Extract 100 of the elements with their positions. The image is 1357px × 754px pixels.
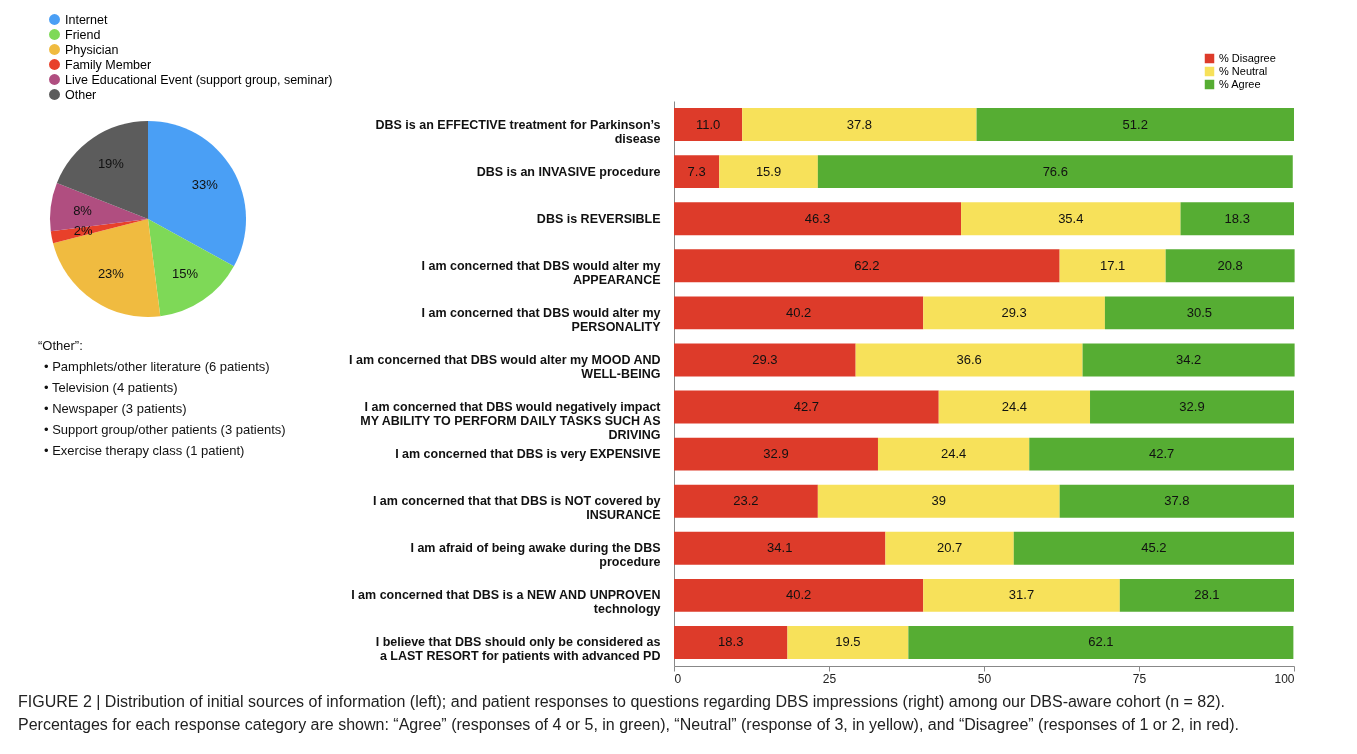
bar [674,343,856,377]
data-label: 15% [172,265,199,281]
bar [674,249,1060,283]
text: • Exercise therapy class (1 patient) [44,443,246,458]
bar [1104,296,1294,330]
y-tick-label: I am concerned that DBS would negatively impact MY ABILITY TO PERFORM DAILY TASKS SUCH AS DRIVING [360,400,662,443]
data-label: 62.2 [854,257,880,273]
data-label: 34.2 [1175,351,1202,367]
data-label: 24.4 [940,446,967,462]
bar [674,296,924,330]
x-tick-label: 50 [977,671,992,686]
data-label: 45.2 [1141,540,1167,556]
bar [674,390,939,424]
data-label: 35.4 [1058,210,1084,226]
bar [674,108,743,142]
bar [674,578,924,612]
legend-label: % Neutral [1219,64,1268,77]
bar [674,531,886,565]
data-label: 62.1 [1088,634,1114,650]
data-label: 37.8 [846,116,873,132]
y-tick-label: DBS is an EFFECTIVE treatment for Parkinson’s disease [375,117,661,146]
data-label: 8% [73,202,93,218]
data-label: 28.1 [1194,587,1220,603]
bar [1165,249,1295,283]
data-label: 40.2 [785,304,812,320]
bar [938,390,1091,424]
data-label: 32.9 [1179,399,1205,415]
data-label: 11.0 [695,116,721,132]
x-tick-label: 75 [1132,671,1147,686]
bar [1059,484,1294,518]
data-label: 40.2 [785,587,812,603]
y-tick-label: DBS is an INVASIVE procedure [476,164,661,179]
bar [908,625,1294,659]
bar [1090,390,1294,424]
data-label: 29.3 [752,351,778,367]
bar [961,202,1181,236]
bar [1013,531,1294,565]
data-label: 39 [931,493,946,509]
bar [923,578,1120,612]
pie-slice [148,121,246,267]
bar [1180,202,1294,236]
data-label: 42.7 [793,399,820,415]
pie-slice [53,219,161,317]
bar [674,484,818,518]
data-label: 7.3 [687,163,706,179]
data-label: 31.7 [1008,587,1035,603]
bar [1082,343,1295,377]
data-label: 20.8 [1217,257,1243,273]
bar [923,296,1105,330]
bar [787,625,909,659]
data-label: 76.6 [1042,163,1068,179]
data-label: 20.7 [936,540,963,556]
bar [855,343,1083,377]
text: • Newspaper (3 patients) [44,401,188,416]
bar [674,202,962,236]
legend-label: % Agree [1219,77,1261,90]
data-label: 34.1 [767,540,793,556]
data-label: 19.5 [835,634,861,650]
bar [877,437,1030,471]
caption: FIGURE 2 | Distribution of initial sources of information (left); and patient responses to questions regarding DBS impressions (right) among our DBS-aware cohort (n = 82). Percentages for each response category are shown: “Agree” (responses of 4 or 5, in green), “Neutral” (response of 3, in yellow), and “Disagree” (responses of 1 or 2, in red). [18,692,1241,736]
legend-label: Family Member [65,57,152,72]
bar [742,108,977,142]
bar [817,484,1060,518]
y-tick-label: I am concerned that that DBS is NOT covered by INSURANCE [372,494,661,523]
text: • Support group/other patients (3 patients) [44,422,287,437]
data-label: 23.2 [733,493,759,509]
bar [674,437,878,471]
data-label: 2% [73,223,93,239]
text: • Television (4 patients) [44,380,179,395]
pie-slice [148,219,234,317]
y-tick-label: DBS is REVERSIBLE [536,211,661,226]
x-tick-label: 25 [822,671,837,686]
data-label: 42.7 [1148,446,1175,462]
data-label: 18.3 [1224,210,1250,226]
y-tick-label: I believe that DBS should only be considered as a LAST RESORT for patients with advanced PD [375,635,661,664]
x-tick-label: 0 [674,671,682,686]
data-label: 46.3 [804,210,831,226]
data-label: 33% [191,177,219,193]
bar [1119,578,1294,612]
y-tick-label: I am concerned that DBS would alter my APPEARANCE [421,258,661,287]
legend-label: Friend [65,27,101,42]
data-label: 36.6 [956,351,982,367]
text: • Pamphlets/other literature (6 patients) [44,359,271,374]
data-label: 17.1 [1099,257,1126,273]
data-label: 18.3 [718,634,744,650]
bar [674,625,788,659]
bar [719,155,818,189]
y-tick-label: I am afraid of being awake during the DBS procedure [410,541,661,570]
bar [1059,249,1166,283]
bar [976,108,1294,142]
bar [1029,437,1294,471]
data-label: 37.8 [1164,493,1190,509]
data-label: 32.9 [763,446,789,462]
data-label: 29.3 [1001,304,1027,320]
data-label: 51.2 [1122,116,1148,132]
legend-label: Internet [65,12,108,27]
legend-label: % Disagree [1219,51,1276,64]
text: “Other”: [38,338,84,353]
data-label: 24.4 [1001,399,1028,415]
bar [817,155,1293,189]
